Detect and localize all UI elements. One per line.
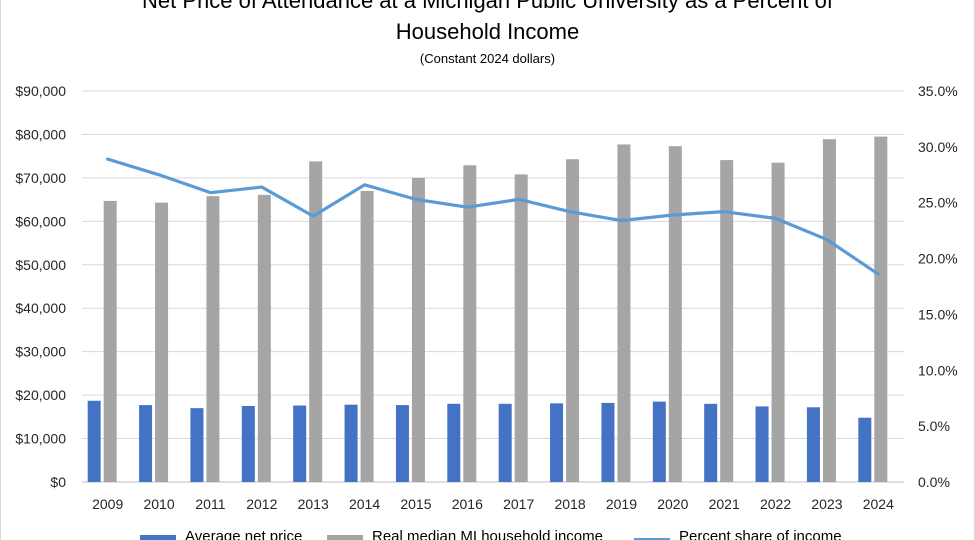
- y-left-tick-label: $50,000: [15, 257, 66, 273]
- y-left-tick-label: $80,000: [15, 126, 66, 142]
- y-right-tick-label: 25.0%: [918, 195, 958, 211]
- bar-household-income: [822, 139, 836, 482]
- bar-household-income: [514, 174, 528, 482]
- legend: Average net price Real median MI househo…: [0, 528, 975, 540]
- x-tick-label: 2021: [709, 496, 740, 512]
- bar-average-net-price: [395, 405, 409, 482]
- x-tick-label: 2024: [863, 496, 894, 512]
- x-tick-label: 2018: [554, 496, 585, 512]
- x-tick-label: 2015: [400, 496, 431, 512]
- y-left-tick-label: $20,000: [15, 387, 66, 403]
- legend-label-percent-share: Percent share of income: [679, 528, 842, 540]
- bar-household-income: [206, 196, 220, 482]
- bar-household-income: [617, 144, 631, 483]
- x-tick-label: 2014: [349, 496, 380, 512]
- x-tick-label: 2010: [143, 496, 174, 512]
- bar-average-net-price: [806, 407, 820, 482]
- bar-household-income: [360, 190, 374, 482]
- bar-average-net-price: [704, 403, 718, 482]
- bar-average-net-price: [498, 403, 512, 482]
- bar-household-income: [103, 200, 117, 483]
- bar-average-net-price: [652, 401, 666, 482]
- y-right-tick-label: 5.0%: [918, 418, 950, 434]
- bar-household-income: [668, 146, 682, 482]
- chart-subtitle: (Constant 2024 dollars): [419, 51, 556, 66]
- bar-household-income: [155, 202, 169, 482]
- bar-average-net-price: [241, 405, 255, 482]
- x-tick-label: 2009: [92, 496, 123, 512]
- legend-swatch-household-income: [327, 535, 363, 540]
- bar-average-net-price: [87, 400, 101, 482]
- x-tick-label: 2012: [246, 496, 277, 512]
- legend-label-household-income: Real median MI household income: [372, 528, 603, 540]
- bar-household-income: [463, 165, 477, 483]
- y-left-tick-label: $0: [50, 474, 66, 490]
- bar-household-income: [720, 160, 734, 482]
- chart-title-line-1: Net Price of Attendance at a Michigan Pu…: [142, 0, 833, 13]
- x-tick-label: 2019: [606, 496, 637, 512]
- bar-household-income: [411, 177, 425, 482]
- bar-household-income: [874, 136, 888, 482]
- bar-household-income: [771, 162, 785, 482]
- y-right-tick-label: 10.0%: [918, 362, 958, 378]
- bar-average-net-price: [293, 405, 307, 482]
- x-tick-label: 2017: [503, 496, 534, 512]
- y-right-tick-label: 30.0%: [918, 139, 958, 155]
- x-tick-label: 2023: [811, 496, 842, 512]
- bar-average-net-price: [755, 406, 769, 482]
- bar-household-income: [257, 194, 271, 483]
- bar-average-net-price: [601, 402, 615, 482]
- y-left-tick-label: $90,000: [15, 83, 66, 99]
- chart-border-left: [0, 0, 1, 540]
- bar-average-net-price: [344, 404, 358, 482]
- bar-average-net-price: [550, 403, 564, 482]
- y-left-tick-label: $60,000: [15, 213, 66, 229]
- x-tick-label: 2011: [195, 496, 225, 512]
- bar-household-income: [309, 161, 323, 482]
- bar-average-net-price: [858, 417, 872, 482]
- line-percent-share: [106, 157, 880, 276]
- y-right-tick-label: 15.0%: [918, 306, 958, 322]
- y-right-tick-label: 35.0%: [918, 83, 958, 99]
- y-left-tick-label: $40,000: [15, 300, 66, 316]
- chart-title-line-2: Household Income: [395, 19, 580, 44]
- y-left-tick-label: $30,000: [15, 344, 66, 360]
- bar-average-net-price: [139, 405, 153, 482]
- bar-average-net-price: [447, 403, 461, 482]
- y-right-tick-label: 20.0%: [918, 251, 958, 267]
- y-left-tick-label: $10,000: [15, 431, 66, 447]
- bar-household-income: [566, 159, 580, 483]
- y-right-tick-label: 0.0%: [918, 474, 950, 490]
- x-tick-label: 2022: [760, 496, 791, 512]
- legend-label-average-net-price: Average net price: [185, 528, 303, 540]
- legend-swatch-average-net-price: [140, 535, 176, 540]
- x-tick-label: 2013: [298, 496, 329, 512]
- x-tick-label: 2016: [452, 496, 483, 512]
- bar-average-net-price: [190, 408, 204, 482]
- x-tick-label: 2020: [657, 496, 688, 512]
- y-left-tick-label: $70,000: [15, 170, 66, 186]
- legend-line-percent-share: [634, 538, 670, 540]
